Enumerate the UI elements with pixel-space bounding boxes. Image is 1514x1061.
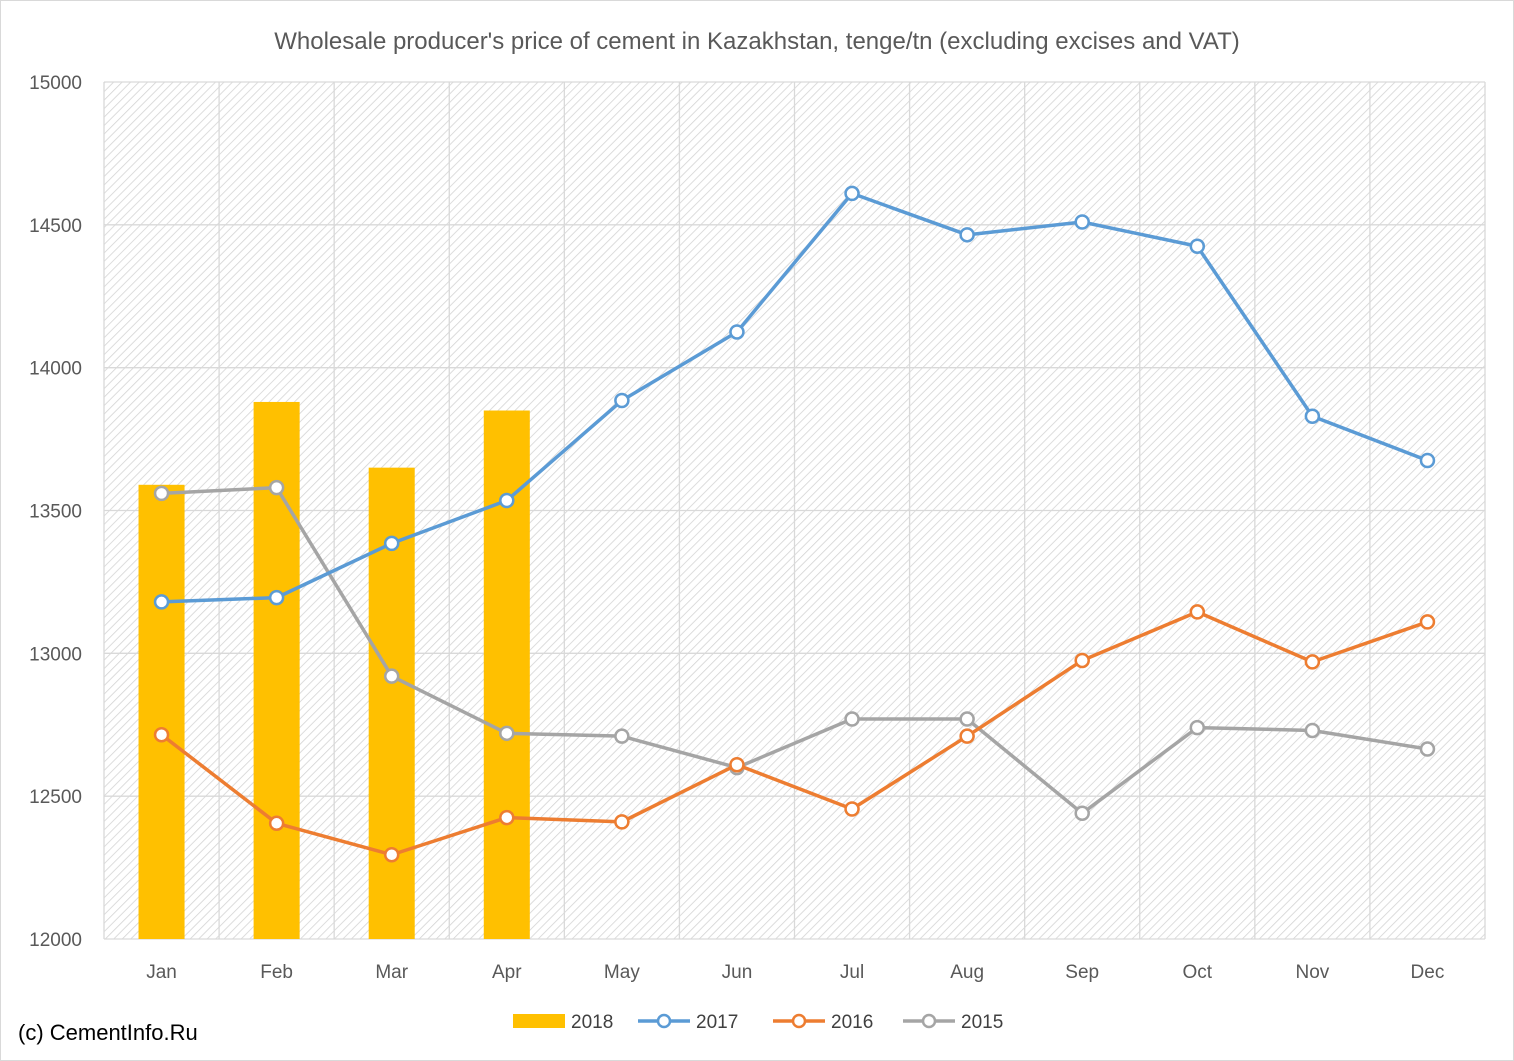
x-tick-label: Oct xyxy=(1183,962,1213,983)
x-tick-label: Dec xyxy=(1411,962,1445,983)
bar-2018-jan xyxy=(138,484,185,939)
legend-label: 2018 xyxy=(571,1012,613,1033)
point-2016-feb xyxy=(268,815,285,832)
point-2015-oct xyxy=(1189,719,1206,736)
x-tick-label: Feb xyxy=(260,962,293,983)
x-tick-label: May xyxy=(604,962,640,983)
legend-marker xyxy=(791,1013,807,1029)
point-2015-aug xyxy=(959,711,975,727)
x-tick-label: Jun xyxy=(722,962,753,983)
point-2016-sep xyxy=(1074,652,1090,669)
legend-label: 2015 xyxy=(961,1012,1003,1033)
x-tick-label: Jan xyxy=(146,962,177,983)
legend-item-2017: 2017 xyxy=(638,1012,738,1033)
point-2017-may xyxy=(614,392,630,409)
series-line-2015 xyxy=(161,485,1428,816)
point-2016-jan xyxy=(153,726,170,743)
series-line-2017 xyxy=(161,191,1429,604)
point-2016-aug xyxy=(959,728,975,744)
legend-swatch xyxy=(513,1014,565,1028)
legend-label: 2016 xyxy=(831,1012,873,1033)
point-2015-mar xyxy=(383,668,400,684)
point-2017-jan xyxy=(153,594,170,610)
legend-item-2018: 2018 xyxy=(513,1012,613,1033)
line-series-2017 xyxy=(153,185,1436,610)
y-tick-label: 12000 xyxy=(29,930,82,951)
y-tick-label: 12500 xyxy=(29,787,82,808)
y-tick-label: 13000 xyxy=(29,644,82,665)
point-2015-jan xyxy=(153,485,170,502)
legend: 2018 2017 2016 2015 xyxy=(513,1012,1003,1033)
copyright-text: (c) CementInfo.Ru xyxy=(18,1020,198,1045)
line-series-2016 xyxy=(153,604,1436,863)
x-axis: Jan Feb Mar Apr May Jun Jul Aug Sep Oct Nov Dec xyxy=(146,962,1444,983)
point-2015-dec xyxy=(1419,741,1436,757)
point-2016-nov xyxy=(1304,654,1321,670)
y-tick-label: 13500 xyxy=(29,502,82,523)
point-2016-may xyxy=(614,814,630,830)
legend-label: 2017 xyxy=(696,1012,738,1033)
gridlines xyxy=(103,81,1486,940)
point-2016-dec xyxy=(1419,614,1436,630)
point-2016-jul xyxy=(844,801,860,817)
point-2017-apr xyxy=(499,492,515,509)
y-axis: 12000 12500 13000 13500 14000 14500 15000 xyxy=(29,73,82,951)
x-tick-label: Nov xyxy=(1295,962,1329,983)
bar-series xyxy=(138,401,530,939)
point-2017-aug xyxy=(959,227,975,243)
point-2015-nov xyxy=(1304,722,1321,739)
y-tick-label: 14500 xyxy=(29,216,82,237)
legend-marker xyxy=(656,1013,672,1029)
point-2016-apr xyxy=(499,809,515,826)
point-2015-may xyxy=(614,728,630,744)
chart-title: Wholesale producer's price of cement in … xyxy=(274,28,1240,55)
point-2017-nov xyxy=(1304,408,1321,424)
x-tick-label: Sep xyxy=(1065,962,1099,983)
x-tick-label: Jul xyxy=(840,962,864,983)
point-2015-feb xyxy=(268,479,285,496)
point-2015-sep xyxy=(1074,805,1090,822)
point-2017-jun xyxy=(729,324,745,340)
series-line-2016 xyxy=(160,610,1429,857)
point-2016-oct xyxy=(1189,604,1206,620)
point-2016-mar xyxy=(383,846,400,863)
legend-item-2015: 2015 xyxy=(903,1012,1003,1033)
point-2017-mar xyxy=(383,535,400,552)
x-tick-label: Mar xyxy=(375,962,408,983)
point-2017-oct xyxy=(1189,238,1206,255)
point-2015-jul xyxy=(844,711,860,727)
y-tick-label: 14000 xyxy=(29,359,82,380)
point-2017-jul xyxy=(844,185,860,202)
bar-2018-apr xyxy=(483,410,530,939)
legend-marker xyxy=(921,1013,937,1029)
x-tick-label: Aug xyxy=(950,962,984,983)
point-2017-feb xyxy=(268,589,285,606)
line-series-2015 xyxy=(153,479,1436,822)
legend-item-2016: 2016 xyxy=(773,1012,873,1033)
x-tick-label: Apr xyxy=(492,962,522,983)
point-2017-sep xyxy=(1074,214,1090,230)
line-series xyxy=(153,185,1436,863)
point-2017-dec xyxy=(1419,452,1436,469)
point-2016-jun xyxy=(729,756,745,773)
point-2015-apr xyxy=(499,725,515,742)
y-tick-label: 15000 xyxy=(29,73,82,94)
